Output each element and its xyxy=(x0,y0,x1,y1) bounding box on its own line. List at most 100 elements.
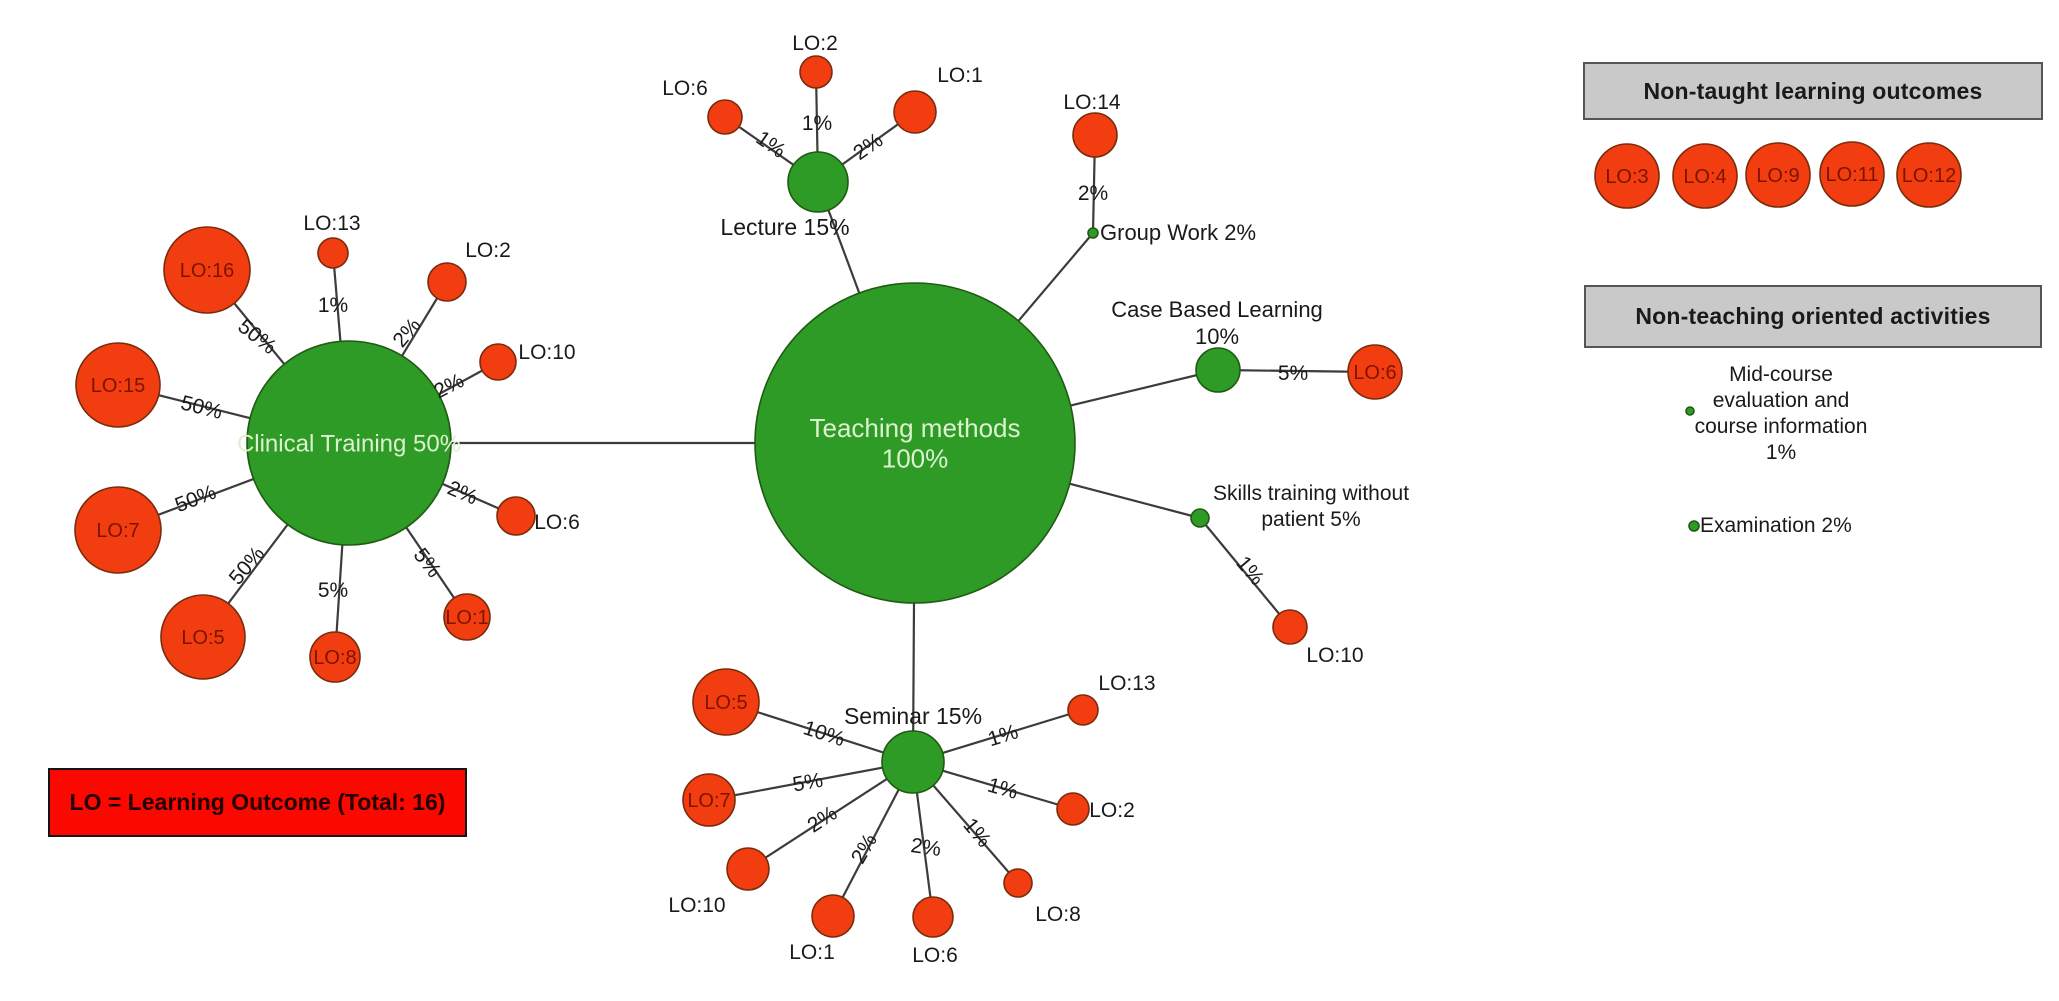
node-lo2-seminar xyxy=(1056,792,1090,826)
node-lo7-seminar-label: LO:7 xyxy=(687,790,730,812)
node-teaching-methods-label: 100% xyxy=(882,443,949,473)
edge-label-clinical-c-lo6: 2% xyxy=(444,476,481,509)
mid-course-evaluation-label: Mid-course evaluation and course informa… xyxy=(1694,363,1868,464)
node-lo1-seminar xyxy=(811,894,855,938)
node-lo8-clinical-label: LO:8 xyxy=(313,647,356,669)
edge-label-seminar-se-lo5: 10% xyxy=(800,716,847,751)
node-lo15-clinical xyxy=(75,342,161,428)
node-group-work xyxy=(1087,227,1099,239)
label-lo14: LO:14 xyxy=(1063,91,1121,114)
node-lo7-clinical xyxy=(74,486,162,574)
label-lo10-clinical: LO:10 xyxy=(518,341,575,364)
node-lo2-lecture xyxy=(799,55,833,89)
node-lo8-seminar xyxy=(1003,868,1033,898)
edge-label-seminar-se-lo13: 1% xyxy=(985,720,1021,751)
learning-outcome-key-box: LO = Learning Outcome (Total: 16) xyxy=(48,768,467,837)
label-group-work: Group Work 2% xyxy=(1100,220,1256,245)
node-lo1-lecture xyxy=(893,90,937,134)
edge-label-clinical-c-lo2: 2% xyxy=(388,314,425,352)
node-lecture xyxy=(787,151,849,213)
label-lo8-seminar: LO:8 xyxy=(1035,903,1081,926)
edge-label-seminar-se-lo6: 2% xyxy=(909,834,942,861)
label-lo2-lecture: LO:2 xyxy=(792,32,838,55)
node-lo2-clinical xyxy=(427,262,467,302)
node-seminar xyxy=(881,730,945,794)
edge-label-seminar-se-lo2: 1% xyxy=(985,774,1021,804)
node-lo6-clinical xyxy=(496,496,536,536)
label-lo1-lecture: LO:1 xyxy=(937,64,983,87)
node-lo11-non-taught-label: LO:11 xyxy=(1826,164,1879,186)
node-lo1-clinical-label: LO:1 xyxy=(445,607,488,629)
non-taught-outcomes-header: Non-taught learning outcomes xyxy=(1583,62,2043,120)
node-lo7-seminar xyxy=(682,773,736,827)
label-seminar: Seminar 15% xyxy=(844,703,982,729)
label-lecture: Lecture 15% xyxy=(720,214,849,240)
label-lo2-seminar: LO:2 xyxy=(1089,799,1135,822)
node-case-based-learning xyxy=(1195,347,1241,393)
node-lo3-non-taught-label: LO:3 xyxy=(1605,166,1648,188)
edge-label-groupwork-g-lo14: 2% xyxy=(1078,182,1108,205)
node-lo7-clinical-label: LO:7 xyxy=(96,520,139,542)
label-lo10-skills: LO:10 xyxy=(1306,644,1363,667)
node-lo14-group-work xyxy=(1072,112,1118,158)
edge-seminar-se-lo10 xyxy=(747,761,914,870)
label-lo6-lecture: LO:6 xyxy=(662,77,708,100)
edge-label-clinical-c-lo15: 50% xyxy=(178,391,224,423)
label-lo1-seminar: LO:1 xyxy=(789,941,835,964)
node-teaching-methods-label: Teaching methods xyxy=(809,413,1020,443)
node-lo9-non-taught-label: LO:9 xyxy=(1756,165,1799,187)
label-skills-training: Skills training without xyxy=(1213,482,1409,505)
node-lo10-skills xyxy=(1272,609,1308,645)
label-lo10-seminar: LO:10 xyxy=(668,894,725,917)
node-lo16-clinical xyxy=(163,226,251,314)
node-lo8-clinical xyxy=(309,631,361,683)
label-lo6-clinical: LO:6 xyxy=(534,511,580,534)
node-clinical-training xyxy=(246,340,452,546)
node-lo6-lecture xyxy=(707,99,743,135)
label-case-based-learning: 10% xyxy=(1195,324,1239,349)
node-lo13-seminar xyxy=(1067,694,1099,726)
node-clinical-training-label: Clinical Training 50% xyxy=(237,430,461,457)
label-lo2-clinical: LO:2 xyxy=(465,239,511,262)
mid-course-dot xyxy=(1685,406,1695,416)
examination-dot xyxy=(1688,520,1700,532)
edge-label-lecture-l-lo1: 2% xyxy=(849,129,887,165)
node-lo13-clinical xyxy=(317,237,349,269)
edge-seminar-se-lo7 xyxy=(708,760,914,802)
node-lo5-seminar-label: LO:5 xyxy=(704,692,747,714)
node-lo10-seminar xyxy=(726,847,770,891)
edge-label-seminar-se-lo1: 2% xyxy=(847,830,882,868)
non-teaching-activities-header: Non-teaching oriented activities xyxy=(1584,285,2042,348)
node-lo11-non-taught xyxy=(1819,141,1885,207)
edge-label-clinical-c-lo5: 50% xyxy=(225,542,270,589)
edge-label-clinical-c-lo7: 50% xyxy=(172,481,219,518)
node-lo6-case-based xyxy=(1347,344,1403,400)
label-lo13-clinical: LO:13 xyxy=(303,212,360,235)
examination-label: Examination 2% xyxy=(1700,514,1852,537)
node-lo5-clinical xyxy=(160,594,246,680)
edge-label-clinical-c-lo8: 5% xyxy=(318,579,348,602)
node-lo16-clinical-label: LO:16 xyxy=(180,260,234,282)
node-lo10-clinical xyxy=(479,343,517,381)
node-lo12-non-taught-label: LO:12 xyxy=(1902,165,1956,187)
node-skills-training xyxy=(1190,508,1210,528)
node-lo15-clinical-label: LO:15 xyxy=(91,375,145,397)
label-lo13-seminar: LO:13 xyxy=(1098,672,1155,695)
node-lo6-seminar xyxy=(912,896,954,938)
node-lo9-non-taught xyxy=(1745,142,1811,208)
edge-label-cbl-cb-lo6: 5% xyxy=(1278,362,1308,385)
node-lo5-clinical-label: LO:5 xyxy=(181,627,224,649)
node-lo4-non-taught xyxy=(1672,143,1738,209)
edge-label-clinical-c-lo13: 1% xyxy=(318,294,348,317)
node-lo5-seminar xyxy=(692,668,760,736)
edge-label-seminar-se-lo7: 5% xyxy=(791,769,825,797)
node-lo1-clinical xyxy=(443,593,491,641)
label-case-based-learning: Case Based Learning xyxy=(1111,297,1323,322)
edge-label-seminar-se-lo10: 2% xyxy=(803,802,841,838)
edge-label-lecture-l-lo2: 1% xyxy=(802,112,832,135)
edge-label-skills-s-lo10: 1% xyxy=(1231,552,1268,590)
label-lo6-seminar: LO:6 xyxy=(912,944,958,967)
node-lo4-non-taught-label: LO:4 xyxy=(1683,166,1726,188)
edge-skills-s-lo10 xyxy=(1199,517,1291,628)
